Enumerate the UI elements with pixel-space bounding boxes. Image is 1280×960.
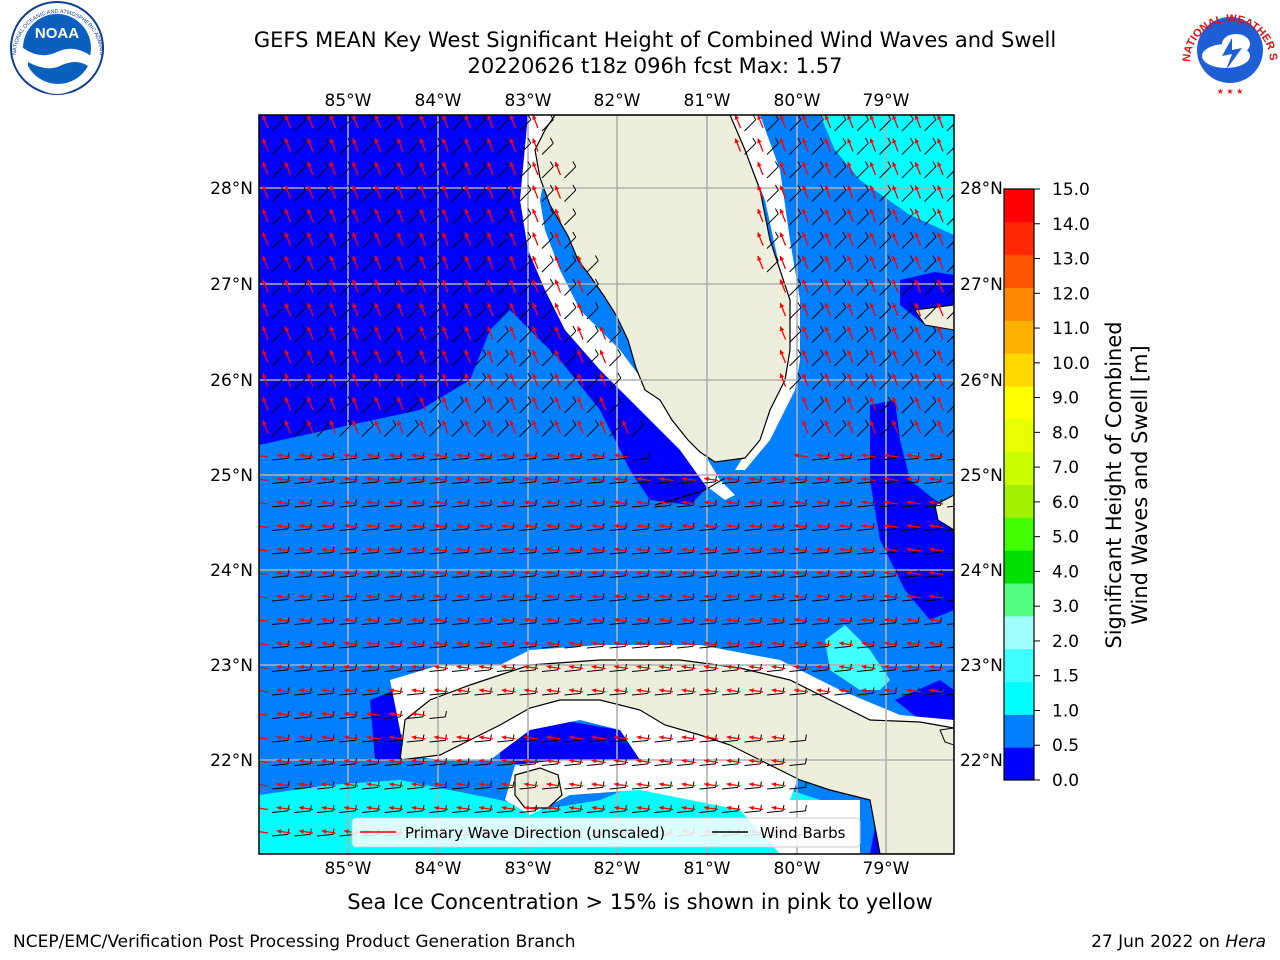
lat-tick: 28°N: [210, 179, 253, 199]
vector-field: [259, 115, 954, 837]
nws-logo-icon: NATIONAL WEATHER SERVICE ★ ★ ★: [0, 0, 1279, 98]
colorbar-tick: 1.5: [1052, 667, 1079, 687]
map-plot-area: [259, 115, 954, 854]
colorbar-label-line2: Wind Waves and Swell [m]: [1128, 345, 1152, 625]
colorbar-tick: 14.0: [1052, 215, 1090, 235]
colorbar-tick: 13.0: [1052, 250, 1090, 270]
colorbar-swatch: [1004, 550, 1034, 584]
lat-tick: 27°N: [960, 275, 1003, 295]
map-gridlines: [259, 115, 954, 854]
lon-tick: 85°W: [325, 91, 372, 111]
lat-tick: 26°N: [210, 371, 253, 391]
colorbar-tick: 6.0: [1052, 493, 1079, 513]
colorbar-swatch: [1004, 254, 1034, 288]
colorbar-tick: 10.0: [1052, 354, 1090, 374]
noaa-logo-icon: NOAA NATIONAL OCEANIC AND ATMOSPHERIC AD…: [0, 0, 104, 95]
colorbar-swatch: [1004, 714, 1034, 748]
lat-tick: 25°N: [960, 466, 1003, 486]
lon-tick: 79°W: [863, 859, 910, 879]
map-frame: [258, 114, 955, 855]
lon-tick: 79°W: [863, 91, 910, 111]
wave-band-low-east: [870, 400, 954, 620]
colorbar-tick: 4.0: [1052, 562, 1079, 582]
lon-tick: 80°W: [774, 859, 821, 879]
colorbar-swatch: [1004, 353, 1034, 387]
lat-ticks-left: 28°N 27°N 26°N 25°N 24°N 23°N 22°N: [210, 179, 253, 771]
noaa-logo-text: NOAA: [35, 25, 79, 42]
colorbar-tick: 8.0: [1052, 423, 1079, 443]
colorbar-tick: 11.0: [1052, 319, 1090, 339]
legend-wave-label: Primary Wave Direction (unscaled): [405, 824, 665, 842]
colorbar-swatch: [1004, 583, 1034, 617]
footer-date: 27 Jun 2022 on Hera: [1091, 932, 1266, 952]
lon-tick: 83°W: [505, 91, 552, 111]
colorbar-tick: 0.0: [1052, 771, 1079, 791]
sea-ice-note: Sea Ice Concentration > 15% is shown in …: [347, 890, 933, 914]
lon-tick: 81°W: [684, 91, 731, 111]
wave-band-high: [820, 115, 954, 235]
lon-tick: 80°W: [774, 91, 821, 111]
chart-title: GEFS MEAN Key West Significant Height of…: [253, 28, 1057, 52]
colorbar-tick: 5.0: [1052, 528, 1079, 548]
chart-subtitle: 20220626 t18z 096h fcst Max: 1.57: [467, 54, 843, 78]
colorbar-swatch: [1004, 484, 1034, 518]
colorbar-swatch: [1004, 517, 1034, 551]
lon-ticks-top: 85°W 84°W 83°W 82°W 81°W 80°W 79°W: [325, 91, 910, 111]
colorbar-tick: 1.0: [1052, 701, 1079, 721]
colorbar-swatch: [1004, 681, 1034, 715]
colorbar-swatch: [1004, 221, 1034, 256]
lat-tick: 23°N: [960, 656, 1003, 676]
lat-tick: 28°N: [960, 179, 1003, 199]
colorbar-swatch: [1004, 189, 1034, 223]
lon-tick: 84°W: [415, 91, 462, 111]
svg-text:★ ★ ★: ★ ★ ★: [1217, 87, 1244, 96]
colorbar-swatch: [1004, 648, 1034, 682]
lat-tick: 22°N: [960, 751, 1003, 771]
lon-ticks-bottom: 85°W 84°W 83°W 82°W 81°W 80°W 79°W: [325, 859, 910, 879]
lat-tick: 27°N: [210, 275, 253, 295]
lat-tick: 25°N: [210, 466, 253, 486]
colorbar-swatch: [1004, 287, 1034, 321]
colorbar-tick: 15.0: [1052, 180, 1090, 200]
lon-tick: 82°W: [594, 859, 641, 879]
lat-tick: 22°N: [210, 751, 253, 771]
lon-tick: 81°W: [684, 859, 731, 879]
colorbar-tick: 0.5: [1052, 736, 1079, 756]
lat-tick: 26°N: [960, 371, 1003, 391]
lat-tick: 24°N: [960, 561, 1003, 581]
colorbar-tick: 3.0: [1052, 597, 1079, 617]
colorbar: 0.0 0.5 1.0 1.5 2.0 3.0 4.0 5.0 6.0 7.0 8.0 9.0 10.0…: [1003, 180, 1090, 791]
lon-tick: 82°W: [594, 91, 641, 111]
footer-branch: NCEP/EMC/Verification Post Processing Pr…: [13, 932, 576, 952]
colorbar-tick: 7.0: [1052, 458, 1079, 478]
colorbar-tick: 9.0: [1052, 389, 1079, 409]
lat-tick: 24°N: [210, 561, 253, 581]
legend-barb-label: Wind Barbs: [760, 824, 846, 842]
florida-landmass: [534, 115, 791, 463]
svg-text:NATIONAL WEATHER SERVICE: NATIONAL WEATHER SERVICE: [0, 0, 1279, 62]
lon-tick: 84°W: [415, 859, 462, 879]
map-legend: Primary Wave Direction (unscaled) Wind B…: [351, 817, 861, 848]
colorbar-swatch: [1004, 386, 1034, 420]
nws-ring-text: NATIONAL WEATHER SERVICE: [0, 0, 1279, 62]
colorbar-swatch: [1004, 418, 1034, 453]
lon-tick: 83°W: [505, 859, 552, 879]
footer-host: Hera: [1225, 932, 1266, 952]
colorbar-swatch: [1004, 615, 1034, 650]
colorbar-label-line1: Significant Height of Combined: [1102, 321, 1126, 649]
colorbar-swatch: [1004, 747, 1034, 781]
colorbar-tick: 2.0: [1052, 632, 1079, 652]
colorbar-swatch: [1004, 320, 1034, 354]
colorbar-swatch: [1004, 451, 1034, 485]
lat-tick: 23°N: [210, 656, 253, 676]
colorbar-tick: 12.0: [1052, 284, 1090, 304]
lon-tick: 85°W: [325, 859, 372, 879]
lat-ticks-right: 28°N 27°N 26°N 25°N 24°N 23°N 22°N: [960, 179, 1003, 771]
footer-date-text: 27 Jun 2022 on: [1091, 932, 1226, 952]
colorbar-label: Significant Height of Combined Wind Wave…: [1101, 285, 1153, 685]
